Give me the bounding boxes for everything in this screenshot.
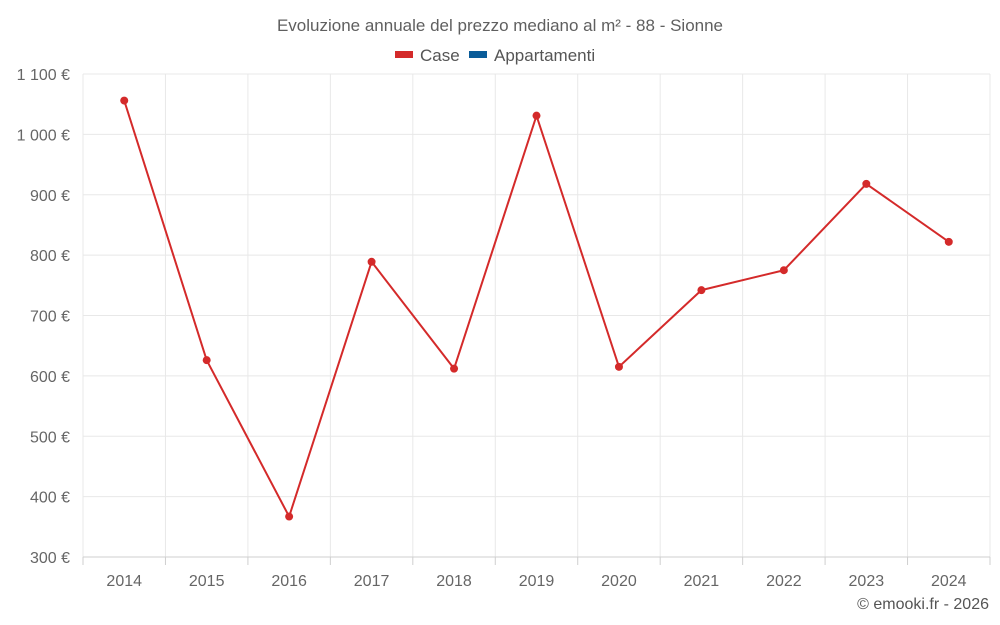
axes bbox=[82, 556, 991, 565]
data-point bbox=[285, 512, 294, 521]
y-tick-label: 900 € bbox=[30, 188, 70, 205]
data-point bbox=[532, 111, 541, 120]
y-tick-label: 300 € bbox=[30, 550, 70, 567]
data-point bbox=[367, 257, 376, 266]
y-tick-label: 1 100 € bbox=[17, 67, 70, 84]
credit-text: © emooki.fr - 2026 bbox=[857, 596, 989, 613]
gridlines bbox=[82, 73, 991, 557]
x-tick-label: 2021 bbox=[684, 573, 720, 590]
x-tick-label: 2018 bbox=[436, 573, 472, 590]
x-tick-label: 2014 bbox=[106, 573, 142, 590]
data-point bbox=[450, 364, 459, 373]
data-point bbox=[697, 286, 706, 295]
x-tick-label: 2019 bbox=[519, 573, 555, 590]
data-point bbox=[862, 179, 871, 188]
y-tick-label: 800 € bbox=[30, 248, 70, 265]
data-point bbox=[202, 356, 211, 365]
legend-swatch-appartamenti bbox=[469, 51, 487, 58]
y-tick-label: 400 € bbox=[30, 490, 70, 507]
x-tick-label: 2022 bbox=[766, 573, 802, 590]
y-tick-label: 600 € bbox=[30, 369, 70, 386]
x-tick-label: 2016 bbox=[271, 573, 307, 590]
data-point bbox=[120, 96, 129, 105]
x-axis-ticks: 2014 2015 2016 2017 2018 2019 2020 2021 2022 2023… bbox=[106, 573, 966, 590]
y-tick-label: 1 000 € bbox=[17, 127, 70, 144]
chart-title: Evoluzione annuale del prezzo mediano al… bbox=[277, 16, 723, 35]
legend-label-appartamenti: Appartamenti bbox=[494, 46, 595, 65]
y-tick-label: 500 € bbox=[30, 429, 70, 446]
x-tick-label: 2020 bbox=[601, 573, 637, 590]
data-point bbox=[614, 362, 623, 371]
legend-swatch-case bbox=[395, 51, 413, 58]
y-tick-label: 700 € bbox=[30, 309, 70, 326]
x-tick-label: 2015 bbox=[189, 573, 225, 590]
legend-item-appartamenti[interactable]: Appartamenti bbox=[469, 46, 595, 65]
series-case bbox=[120, 96, 953, 521]
legend-label-case: Case bbox=[420, 46, 460, 65]
x-tick-label: 2024 bbox=[931, 573, 967, 590]
legend-item-case[interactable]: Case bbox=[395, 46, 460, 65]
data-point bbox=[779, 266, 788, 275]
x-tick-label: 2023 bbox=[849, 573, 885, 590]
x-tick-label: 2017 bbox=[354, 573, 390, 590]
data-point bbox=[944, 237, 953, 246]
y-axis-ticks: 300 € 400 € 500 € 600 € 700 € 800 € 900 € 1 000… bbox=[17, 67, 70, 567]
legend: Case Appartamenti bbox=[395, 46, 595, 65]
